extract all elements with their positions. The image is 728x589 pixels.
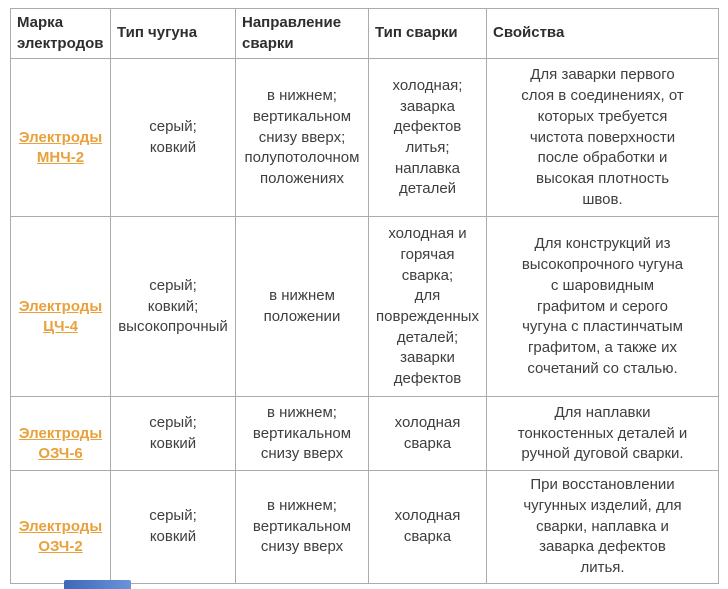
direction-cell: в нижнем положении (235, 216, 369, 398)
electrodes-table-container: Марка электродов Тип чугуна Направление … (10, 7, 719, 584)
welding-type-cell: холодная и горячая сварка; для поврежден… (368, 216, 487, 398)
properties-cell: Для наплавки тонкостенных деталей и ручн… (486, 396, 719, 472)
direction-cell: в нижнем; вертикальном снизу вверх (235, 396, 369, 472)
col-header-welding-type: Тип сварки (368, 7, 487, 60)
cropped-image-fragment (64, 580, 131, 589)
table-row: Электроды ЦЧ-4 серый; ковкий; высокопроч… (10, 216, 719, 398)
welding-type-cell: холодная сварка (368, 470, 487, 584)
direction-cell: в нижнем; вертикальном снизу вверх (235, 470, 369, 584)
col-header-direction: Направление сварки (235, 7, 369, 60)
iron-type-cell: серый; ковкий (110, 396, 236, 472)
properties-cell: При восстановлении чугунных изделий, для… (486, 470, 719, 584)
col-header-properties: Свойства (486, 7, 719, 60)
electrode-link-mnch2[interactable]: Электроды МНЧ-2 (18, 128, 103, 167)
header-row: Марка электродов Тип чугуна Направление … (10, 7, 719, 60)
electrodes-table: Марка электродов Тип чугуна Направление … (10, 7, 719, 584)
welding-type-cell: холодная; заварка дефектов литья; наплав… (368, 58, 487, 218)
brand-cell: Электроды ЦЧ-4 (10, 216, 111, 398)
electrode-link-cch4[interactable]: Электроды ЦЧ-4 (18, 297, 103, 336)
col-header-brand: Марка электродов (10, 7, 111, 60)
properties-cell: Для заварки первого слоя в соединениях, … (486, 58, 719, 218)
table-row: Электроды ОЗЧ-6 серый; ковкий в нижнем; … (10, 396, 719, 472)
brand-cell: Электроды ОЗЧ-2 (10, 470, 111, 584)
electrode-link-ozch6[interactable]: Электроды ОЗЧ-6 (18, 424, 103, 463)
direction-cell: в нижнем; вертикальном снизу вверх; полу… (235, 58, 369, 218)
iron-type-cell: серый; ковкий (110, 58, 236, 218)
table-row: Электроды МНЧ-2 серый; ковкий в нижнем; … (10, 58, 719, 218)
brand-cell: Электроды МНЧ-2 (10, 58, 111, 218)
iron-type-cell: серый; ковкий (110, 470, 236, 584)
welding-type-cell: холодная сварка (368, 396, 487, 472)
electrode-link-ozch2[interactable]: Электроды ОЗЧ-2 (18, 517, 103, 556)
col-header-iron-type: Тип чугуна (110, 7, 236, 60)
brand-cell: Электроды ОЗЧ-6 (10, 396, 111, 472)
table-row: Электроды ОЗЧ-2 серый; ковкий в нижнем; … (10, 470, 719, 584)
iron-type-cell: серый; ковкий; высокопрочный (110, 216, 236, 398)
properties-cell: Для конструкций из высокопрочного чугуна… (486, 216, 719, 398)
